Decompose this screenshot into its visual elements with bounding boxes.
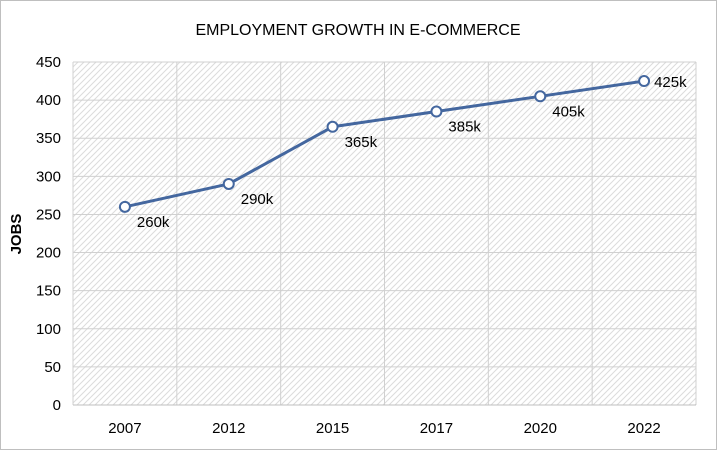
series-line — [124, 79, 645, 209]
gridlines — [72, 61, 697, 405]
data-label: 385k — [448, 119, 481, 136]
y-tick-label: 300 — [36, 168, 61, 185]
y-tick-label: 150 — [36, 283, 61, 300]
x-tick-label: 2012 — [212, 420, 245, 437]
x-tick-label: 2015 — [316, 420, 349, 437]
data-label: 405k — [552, 103, 585, 120]
data-label: 290k — [241, 191, 274, 208]
data-label: 365k — [345, 134, 378, 151]
series-line — [124, 79, 645, 209]
y-tick-label: 100 — [36, 321, 61, 338]
chart-title: EMPLOYMENT GROWTH IN E-COMMERCE — [195, 22, 520, 39]
data-point — [326, 120, 339, 133]
data-label: 260k — [137, 214, 170, 231]
y-tick-label: 350 — [36, 130, 61, 147]
x-tick-label: 2020 — [524, 420, 557, 437]
data-point — [430, 105, 443, 118]
series-markers — [118, 75, 651, 213]
data-point — [222, 177, 235, 190]
x-tick-label: 2022 — [627, 420, 660, 437]
data-labels: 260k 290k 365k 385k 405k 425k — [137, 74, 687, 231]
y-tick-label: 0 — [53, 397, 61, 414]
y-tick-label: 450 — [36, 54, 61, 71]
y-tick-label: 250 — [36, 206, 61, 223]
data-label: 425k — [654, 74, 687, 91]
data-point — [118, 200, 131, 213]
y-tick-label: 50 — [44, 359, 61, 376]
x-tick-label: 2017 — [420, 420, 453, 437]
y-axis-label: JOBS — [8, 214, 25, 255]
data-point — [534, 90, 547, 103]
y-tick-label: 400 — [36, 92, 61, 109]
x-tick-labels: 2007 2012 2015 2017 2020 2022 — [108, 420, 661, 437]
y-tick-labels: 0 50 100 150 200 250 300 350 400 450 — [36, 54, 61, 414]
x-tick-label: 2007 — [108, 420, 141, 437]
data-point — [638, 75, 651, 88]
y-tick-label: 200 — [36, 245, 61, 262]
